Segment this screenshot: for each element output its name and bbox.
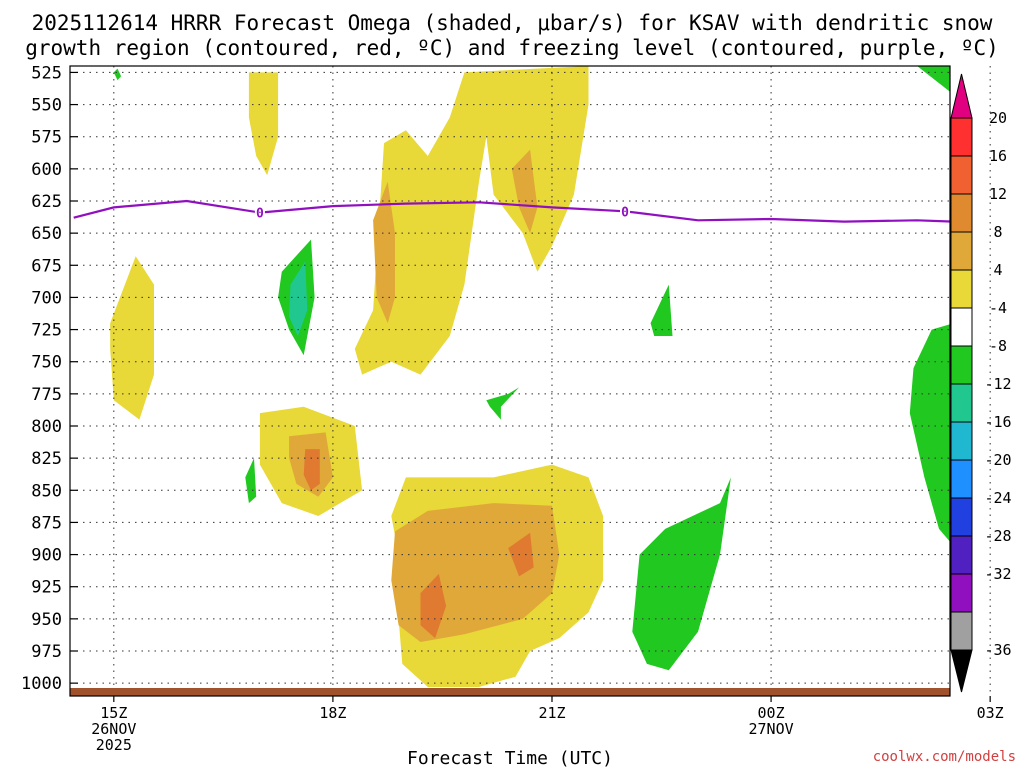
omega-shaded-regions <box>110 66 950 687</box>
x-tick-label: 2025 <box>96 736 132 754</box>
x-tick-label: 21Z <box>538 704 565 722</box>
y-tick-label: 825 <box>31 449 62 469</box>
omega-region-14 <box>245 458 257 504</box>
omega-region-18 <box>909 66 950 542</box>
colorbar-swatch <box>950 459 973 499</box>
colorbar-label: -36 <box>984 641 1011 659</box>
colorbar-swatch <box>950 345 973 385</box>
omega-region-15 <box>486 387 520 420</box>
y-tick-label: 600 <box>31 160 62 180</box>
y-tick-label: 975 <box>31 642 62 662</box>
y-tick-label: 875 <box>31 513 62 533</box>
y-tick-label: 725 <box>31 321 62 341</box>
colorbar-label: -28 <box>984 527 1011 545</box>
colorbar-label: -16 <box>984 413 1011 431</box>
freezing-level-line <box>73 199 950 223</box>
colorbar: 20 16 12 8 4 -4 -8 -12 -16 -20 -24 -28 -32 -36 <box>950 73 1012 693</box>
y-tick-label: 900 <box>31 546 62 566</box>
y-tick-label: 750 <box>31 353 62 373</box>
footer-credit: coolwx.com/models <box>873 749 1016 765</box>
colorbar-swatch <box>950 383 973 423</box>
x-tick-label: 27NOV <box>749 720 794 738</box>
colorbar-swatch <box>950 269 973 309</box>
x-axis-label: Forecast Time (UTC) <box>407 748 613 768</box>
colorbar-label: 8 <box>993 223 1002 241</box>
colorbar-label: -4 <box>989 299 1007 317</box>
gridlines <box>70 66 991 696</box>
chart-title-line2: growth region (contoured, red, ºC) and f… <box>25 36 999 60</box>
freezing-label-bg <box>254 205 265 220</box>
colorbar-swatch <box>950 231 973 271</box>
omega-region-5 <box>373 181 395 324</box>
colorbar-swatch <box>950 193 973 233</box>
colorbar-swatch <box>950 573 973 613</box>
omega-region-17 <box>632 477 731 671</box>
omega-region-10 <box>420 573 447 639</box>
plot-frame <box>69 65 951 697</box>
y-tick-label: 800 <box>31 417 62 437</box>
colorbar-label: -8 <box>989 337 1007 355</box>
x-tick-label: 26NOV <box>91 720 136 738</box>
y-tick-label: 1000 <box>21 674 62 694</box>
y-tick-label: 850 <box>31 481 62 501</box>
freezing-level-label: 0 <box>256 207 264 222</box>
colorbar-swatch <box>950 497 973 537</box>
colorbar-swatch <box>950 155 973 195</box>
omega-region-12 <box>113 68 122 81</box>
colorbar-label: -20 <box>984 451 1011 469</box>
colorbar-label: 20 <box>989 109 1007 127</box>
x-tick-label: 00Z <box>758 704 785 722</box>
y-tick-label: 525 <box>31 63 62 83</box>
colorbar-swatch <box>950 421 973 461</box>
colorbar-label: 4 <box>993 261 1002 279</box>
x-tick-label: 03Z <box>977 704 1004 722</box>
colorbar-bottom-arrow <box>950 649 973 693</box>
omega-region-0 <box>110 256 154 420</box>
y-tick-label: 950 <box>31 610 62 630</box>
plot-area: 000 <box>69 65 991 697</box>
y-tick-label: 650 <box>31 224 62 244</box>
omega-region-6 <box>511 149 538 234</box>
y-tick-label: 625 <box>31 192 62 212</box>
colorbar-swatch <box>950 535 973 575</box>
freezing-level-contour: 000 <box>73 199 950 223</box>
y-tick-label: 675 <box>31 256 62 276</box>
omega-region-1 <box>248 72 279 176</box>
chart-title-line1: 2025112614 HRRR Forecast Omega (shaded, … <box>32 11 993 35</box>
omega-region-19 <box>289 261 308 336</box>
colorbar-top-arrow <box>950 73 973 119</box>
omega-region-16 <box>650 284 673 336</box>
freezing-level-label: 0 <box>621 205 629 220</box>
colorbar-swatch <box>950 117 973 157</box>
omega-region-3 <box>354 66 589 375</box>
omega-region-9 <box>303 449 320 491</box>
x-tick-label: 18Z <box>319 704 346 722</box>
omega-region-11 <box>508 532 534 577</box>
colorbar-swatch <box>950 307 973 347</box>
x-tick-label: 15Z <box>100 704 127 722</box>
colorbar-label: -12 <box>984 375 1011 393</box>
y-tick-label: 775 <box>31 385 62 405</box>
colorbar-label: 12 <box>989 185 1007 203</box>
colorbar-label: 16 <box>989 147 1007 165</box>
terrain-bar <box>70 688 950 696</box>
colorbar-label: -24 <box>984 489 1011 507</box>
y-axis: 525 550 575 600 625 650 675 700 725 750 775 800 825 8… <box>21 63 78 694</box>
y-tick-label: 700 <box>31 288 62 308</box>
colorbar-label: -32 <box>984 565 1011 583</box>
colorbar-swatch <box>950 611 973 651</box>
freezing-label-bg <box>620 204 631 219</box>
x-axis: 15Z26NOV202518Z21Z00Z27NOV03Z06Z <box>91 696 1004 754</box>
y-tick-label: 575 <box>31 128 62 148</box>
y-tick-label: 550 <box>31 96 62 116</box>
y-tick-label: 925 <box>31 578 62 598</box>
